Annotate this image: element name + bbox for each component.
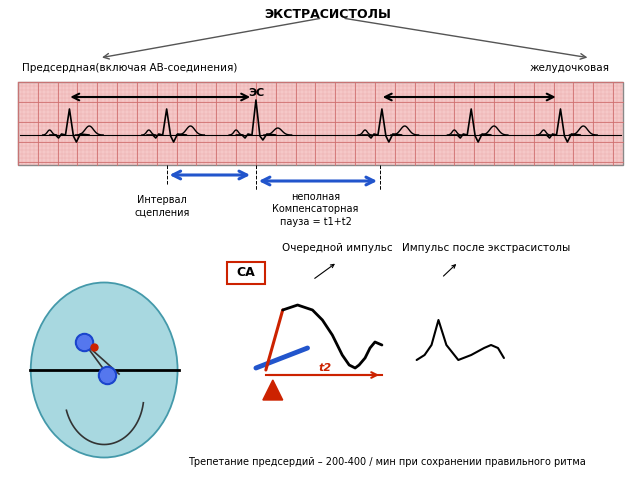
Bar xyxy=(18,82,623,165)
Text: Импульс после экстрасистолы: Импульс после экстрасистолы xyxy=(402,243,570,253)
Text: Интервал
сцепления: Интервал сцепления xyxy=(134,195,189,217)
Text: СА: СА xyxy=(237,266,255,279)
Text: ЭС: ЭС xyxy=(248,88,264,98)
Text: ЭКСТРАСИСТОЛЫ: ЭКСТРАСИСТОЛЫ xyxy=(264,8,391,21)
Text: t2: t2 xyxy=(319,363,332,373)
Text: Очередной импульс: Очередной импульс xyxy=(282,243,392,253)
Polygon shape xyxy=(263,380,283,400)
Text: Предсердная(включая АВ-соединения): Предсердная(включая АВ-соединения) xyxy=(22,63,237,73)
Text: t1: t1 xyxy=(86,325,99,335)
Text: Трепетание предсердий – 200-400 / мин при сохранении правильного ритма: Трепетание предсердий – 200-400 / мин пр… xyxy=(188,457,586,467)
Text: неполная
Компенсаторная
пауза = t1+t2: неполная Компенсаторная пауза = t1+t2 xyxy=(272,192,358,227)
Text: желудочковая: желудочковая xyxy=(530,63,610,73)
Ellipse shape xyxy=(31,283,177,457)
FancyBboxPatch shape xyxy=(227,262,265,284)
